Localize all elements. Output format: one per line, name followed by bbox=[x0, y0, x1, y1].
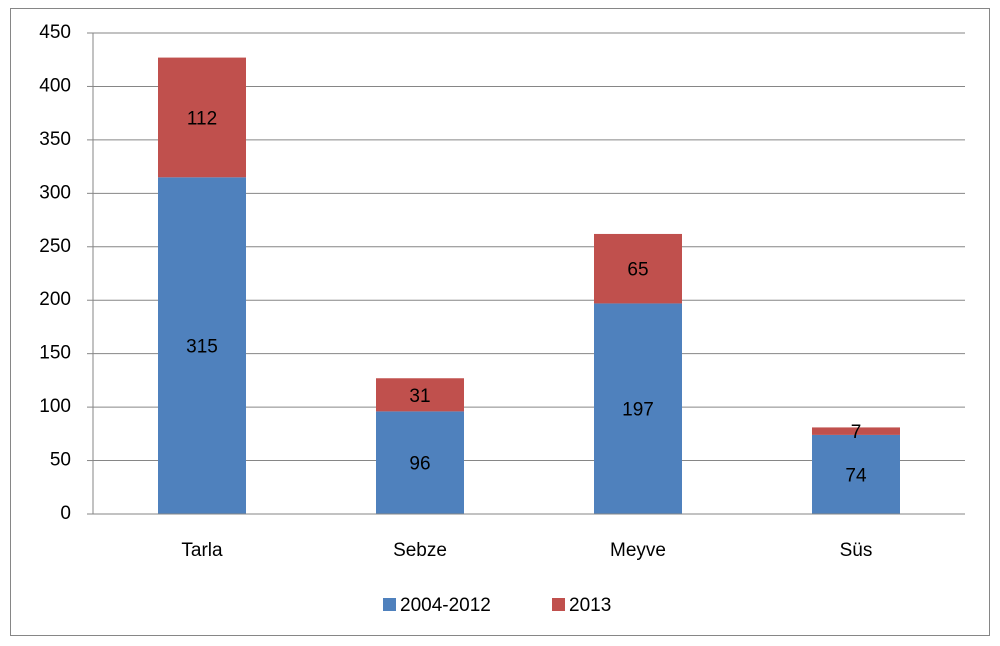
data-label: 74 bbox=[845, 465, 867, 486]
bar-segment bbox=[158, 177, 246, 515]
y-tick-label: 150 bbox=[39, 343, 71, 364]
y-tick-label: 450 bbox=[39, 22, 71, 43]
x-tick-label: Tarla bbox=[181, 540, 223, 561]
bar-segment bbox=[376, 378, 464, 412]
bar-segment bbox=[594, 233, 682, 304]
legend-swatch bbox=[383, 598, 396, 611]
data-label: 197 bbox=[622, 400, 654, 421]
data-label: 65 bbox=[627, 260, 648, 281]
y-tick-label: 50 bbox=[50, 450, 71, 471]
y-tick-label: 250 bbox=[39, 236, 71, 257]
data-label: 315 bbox=[186, 337, 218, 358]
data-label: 112 bbox=[187, 108, 217, 129]
data-label: 7 bbox=[851, 422, 862, 443]
legend-label: 2004-2012 bbox=[400, 595, 491, 616]
bar-segment bbox=[812, 427, 900, 435]
legend-label: 2013 bbox=[569, 595, 611, 616]
y-tick-label: 100 bbox=[39, 396, 71, 417]
bar-segment bbox=[158, 57, 246, 178]
legend-swatch bbox=[552, 598, 565, 611]
x-tick-label: Süs bbox=[840, 540, 873, 561]
y-tick-label: 400 bbox=[39, 75, 71, 96]
x-tick-label: Meyve bbox=[610, 540, 666, 561]
data-label: 96 bbox=[409, 454, 430, 475]
y-tick-label: 200 bbox=[39, 289, 71, 310]
data-label: 31 bbox=[409, 386, 430, 407]
bar-segment bbox=[376, 411, 464, 514]
y-tick-label: 300 bbox=[39, 182, 71, 203]
y-tick-label: 350 bbox=[39, 129, 71, 150]
bar-segment bbox=[812, 434, 900, 514]
x-tick-label: Sebze bbox=[393, 540, 447, 561]
y-tick-label: 0 bbox=[60, 503, 71, 524]
bar-segment bbox=[594, 303, 682, 514]
